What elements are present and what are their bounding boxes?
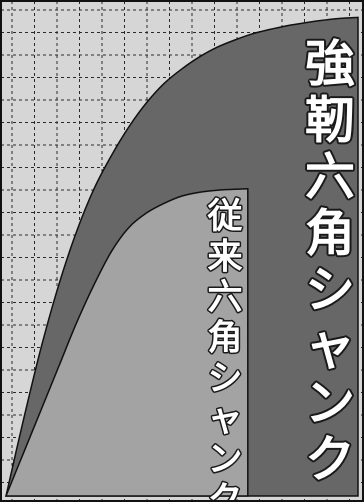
conventional-hex-shank-label-char: 従 — [206, 197, 242, 237]
conventional-hex-shank-label-char: 六 — [207, 278, 242, 318]
conventional-hex-shank-label-char: ン — [207, 440, 242, 480]
strong-hex-shank-label-char: 六 — [305, 148, 355, 206]
strong-hex-shank-label-char: ン — [305, 374, 355, 432]
strong-hex-shank-label-char: 強 — [305, 35, 355, 93]
conventional-hex-shank-label-char: シ — [207, 359, 242, 399]
strong-hex-shank-label-char: ャ — [305, 318, 355, 376]
conventional-hex-shank-label-char: 来 — [207, 238, 242, 278]
strong-hex-shank-label-char: ク — [305, 431, 355, 489]
strong-hex-shank-label-char: シ — [305, 261, 355, 319]
conventional-hex-shank-label-char: ク — [207, 481, 242, 502]
conventional-hex-shank-area — [4, 188, 249, 497]
strong-hex-shank-label-char: 靭 — [305, 92, 355, 150]
conventional-hex-shank-label-char: ャ — [207, 400, 242, 440]
conventional-hex-shank-label-char: 角 — [207, 319, 242, 359]
strong-hex-shank-label-char: 角 — [305, 205, 355, 263]
